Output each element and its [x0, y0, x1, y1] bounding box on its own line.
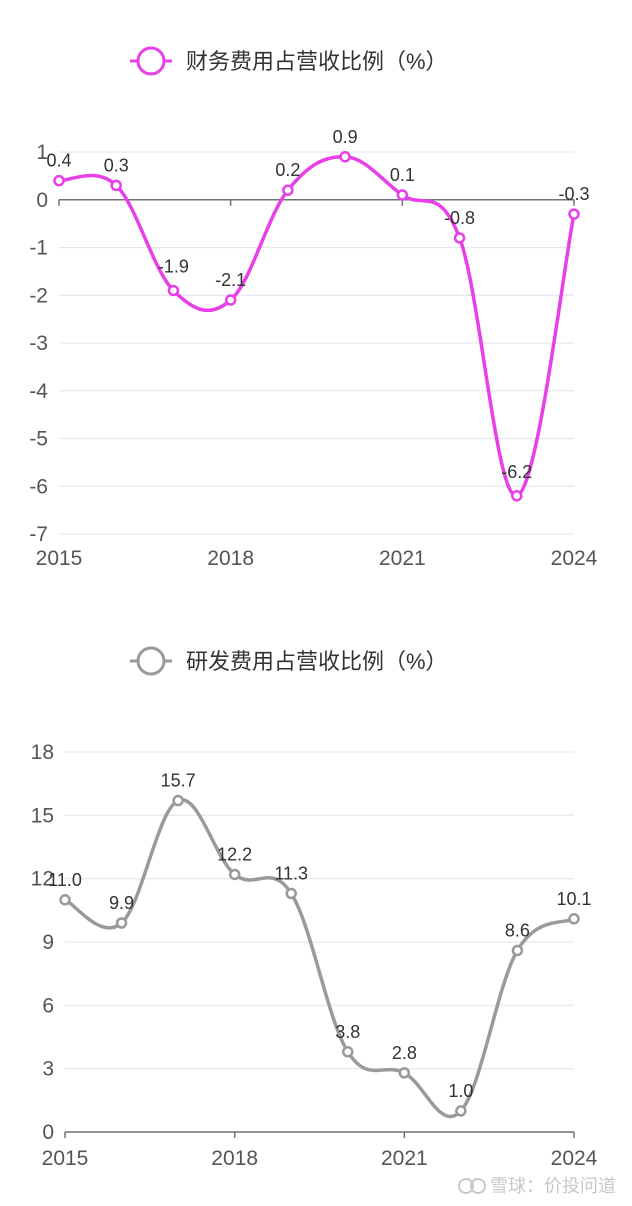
data-point	[511, 490, 523, 502]
y-tick-label: -2	[29, 284, 48, 307]
rd-expense-chart: 研发费用占营收比例（%） 18 15 12 9 6 3 0 2015 2018 2021 2024 11…	[31, 646, 598, 1170]
y-tick-label: -4	[29, 380, 48, 403]
snowball-logo-icon	[458, 1178, 486, 1194]
y-tick-label: 18	[31, 741, 54, 764]
data-point	[453, 232, 466, 244]
data-label: 0.3	[104, 155, 129, 175]
legend-label: 研发费用占营收比例（%）	[186, 649, 448, 674]
data-label: 1.0	[448, 1081, 473, 1101]
data-label: 0.2	[275, 160, 300, 180]
data-label: 15.7	[161, 771, 196, 791]
x-tick-label: 2024	[551, 1147, 598, 1170]
y-tick-label: -1	[29, 237, 48, 260]
y-tick-label: -5	[29, 428, 48, 451]
x-tick-label: 2024	[551, 547, 598, 570]
data-point	[568, 208, 580, 220]
y-tick-label: 9	[42, 931, 54, 954]
data-point	[396, 189, 409, 201]
data-label: 0.4	[46, 151, 71, 171]
data-point	[398, 1067, 411, 1079]
x-tick-label: 2021	[379, 547, 426, 570]
data-point	[53, 174, 65, 187]
y-tick-label: -3	[29, 332, 48, 355]
data-label: 11.0	[48, 870, 82, 890]
y-tick-label: 0	[36, 189, 48, 212]
x-tick-label: 2021	[381, 1147, 428, 1170]
data-label: -0.8	[444, 208, 475, 228]
data-point	[455, 1105, 467, 1117]
x-tick-label: 2015	[36, 547, 83, 570]
data-point	[224, 294, 237, 306]
y-tick-label: -6	[29, 475, 48, 498]
data-point	[511, 944, 524, 957]
legend-marker	[136, 646, 166, 676]
y-tick-label: 6	[42, 994, 54, 1017]
x-tick-label: 2018	[211, 1147, 258, 1170]
data-label: 11.3	[274, 863, 308, 883]
data-label: -6.2	[501, 462, 532, 482]
data-label: 2.8	[392, 1043, 417, 1063]
data-point	[167, 284, 180, 297]
watermark-text: 雪球：价投问道	[490, 1176, 616, 1196]
data-point	[172, 794, 184, 807]
data-label: -2.1	[215, 270, 246, 290]
data-label: 0.9	[333, 127, 358, 147]
data-point	[282, 184, 294, 196]
y-tick-label: -7	[29, 523, 48, 546]
data-point	[568, 913, 580, 925]
data-label: -0.3	[558, 184, 589, 204]
y-tick-label: 12	[31, 868, 54, 891]
watermark: 雪球：价投问道	[458, 1176, 616, 1196]
series-line	[64, 798, 575, 1119]
data-label: 8.6	[505, 920, 530, 940]
data-label: 10.1	[556, 889, 591, 909]
x-tick-label: 2015	[42, 1147, 89, 1170]
data-point	[342, 1046, 354, 1058]
data-label: -1.9	[158, 256, 189, 276]
legend: 研发费用占营收比例（%）	[130, 646, 448, 676]
data-point	[110, 179, 122, 192]
data-label: 3.8	[335, 1022, 360, 1042]
data-point	[59, 894, 71, 906]
data-point	[339, 151, 351, 163]
data-point	[115, 917, 128, 929]
data-label: 9.9	[109, 893, 134, 913]
y-tick-label: 15	[31, 804, 54, 827]
data-label: 12.2	[217, 844, 252, 864]
legend: 财务费用占营收比例（%）	[130, 46, 448, 76]
y-tick-label: 1	[36, 141, 48, 164]
data-point	[228, 868, 241, 881]
y-tick-label: 3	[42, 1058, 54, 1081]
x-tick-label: 2018	[207, 547, 254, 570]
legend-marker	[136, 46, 166, 76]
legend-label: 财务费用占营收比例（%）	[186, 49, 448, 74]
data-point	[285, 887, 297, 900]
series-line	[58, 155, 576, 498]
data-label: 0.1	[390, 165, 415, 185]
y-tick-label: 0	[42, 1121, 54, 1144]
